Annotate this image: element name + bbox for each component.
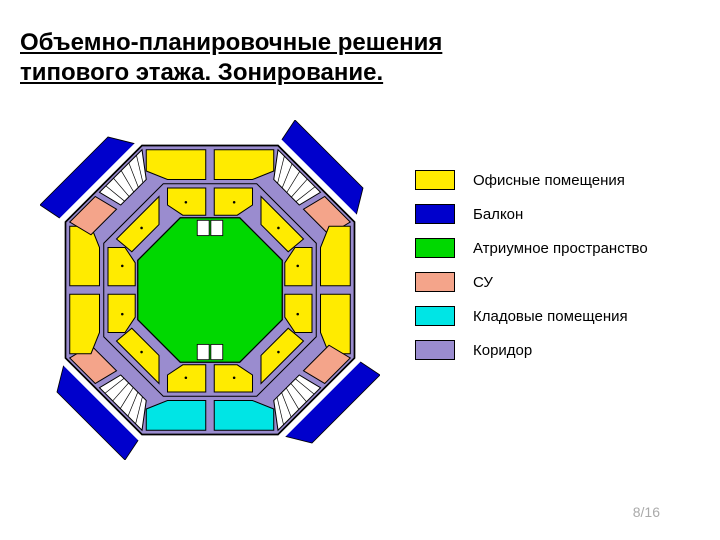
- title-line1: Объемно-планировочные решения: [20, 29, 442, 56]
- floor-plan: [40, 120, 380, 460]
- elevator-0: [197, 220, 209, 235]
- legend-label-wc: СУ: [473, 274, 493, 291]
- title-line2: типового этажа. Зонирование.: [20, 59, 383, 86]
- legend-row-wc: СУ: [415, 272, 648, 292]
- outer-room-9: [146, 401, 206, 431]
- room-marker: [140, 227, 143, 230]
- legend-swatch-office: [415, 170, 455, 190]
- outer-room-1: [214, 150, 274, 180]
- legend-swatch-storage: [415, 306, 455, 326]
- legend-row-office: Офисные помещения: [415, 170, 648, 190]
- room-marker: [233, 376, 236, 379]
- legend: Офисные помещения Балкон Атриумное простра…: [415, 170, 648, 374]
- elevator-1: [211, 220, 223, 235]
- elevator-3: [211, 344, 223, 359]
- elevator-2: [197, 344, 209, 359]
- outer-room-4: [321, 226, 351, 286]
- legend-swatch-atrium: [415, 238, 455, 258]
- atrium: [138, 218, 283, 363]
- legend-label-storage: Кладовые помещения: [473, 308, 628, 325]
- legend-row-balcony: Балкон: [415, 204, 648, 224]
- outer-room-0: [146, 150, 206, 180]
- legend-row-corridor: Коридор: [415, 340, 648, 360]
- room-marker: [121, 313, 124, 316]
- room-marker: [296, 313, 299, 316]
- legend-row-storage: Кладовые помещения: [415, 306, 648, 326]
- legend-swatch-corridor: [415, 340, 455, 360]
- room-marker: [140, 351, 143, 354]
- page-number: 8/16: [633, 504, 660, 520]
- floor-plan-svg: [40, 120, 380, 460]
- legend-row-atrium: Атриумное пространство: [415, 238, 648, 258]
- room-marker: [277, 351, 280, 354]
- room-marker: [185, 376, 188, 379]
- room-marker: [233, 201, 236, 204]
- page-title: Объемно-планировочные решения типового э…: [20, 28, 442, 88]
- legend-label-office: Офисные помещения: [473, 172, 625, 189]
- outer-room-12: [70, 294, 100, 354]
- legend-label-balcony: Балкон: [473, 206, 523, 223]
- room-marker: [296, 265, 299, 268]
- legend-swatch-balcony: [415, 204, 455, 224]
- room-marker: [185, 201, 188, 204]
- outer-room-5: [321, 294, 351, 354]
- legend-swatch-wc: [415, 272, 455, 292]
- room-marker: [121, 265, 124, 268]
- room-marker: [277, 227, 280, 230]
- outer-room-13: [70, 226, 100, 286]
- legend-label-atrium: Атриумное пространство: [473, 240, 648, 257]
- legend-label-corridor: Коридор: [473, 342, 532, 359]
- outer-room-8: [214, 401, 274, 431]
